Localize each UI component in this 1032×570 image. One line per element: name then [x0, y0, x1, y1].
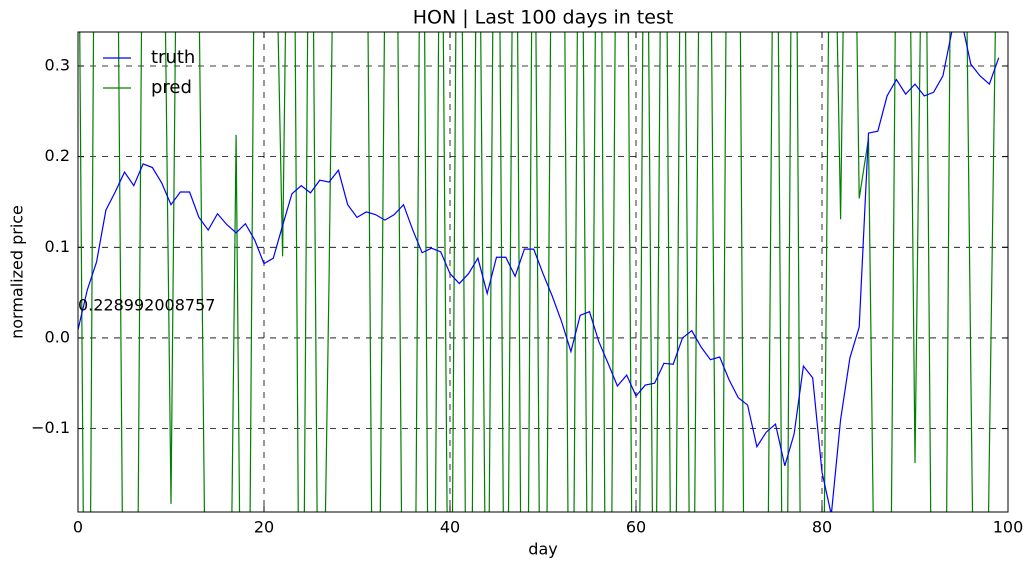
- annotation: 0.228992008757: [78, 296, 215, 315]
- y-tick-label: 0.2: [45, 146, 70, 165]
- x-tick-label: 100: [993, 518, 1024, 537]
- legend-label: truth: [151, 47, 195, 68]
- y-axis-label: normalized price: [8, 205, 27, 339]
- series-line: [78, 32, 1000, 512]
- y-tick-label: 0.0: [45, 327, 70, 346]
- chart-title: HON | Last 100 days in test: [413, 7, 674, 29]
- x-axis-label: day: [528, 540, 557, 559]
- y-tick-label: −0.1: [31, 418, 70, 437]
- y-tick-label: 0.3: [45, 55, 70, 74]
- x-tick-label: 80: [812, 518, 832, 537]
- x-tick-label: 0: [73, 518, 83, 537]
- plot-area: [78, 32, 1000, 512]
- plot-frame: [77, 31, 1009, 513]
- x-tick-label: 60: [626, 518, 646, 537]
- x-tick-label: 40: [440, 518, 460, 537]
- x-tick-label: 20: [254, 518, 274, 537]
- y-tick-label: 0.1: [45, 237, 70, 256]
- legend-label: pred: [151, 77, 192, 98]
- series-line: [79, 32, 996, 512]
